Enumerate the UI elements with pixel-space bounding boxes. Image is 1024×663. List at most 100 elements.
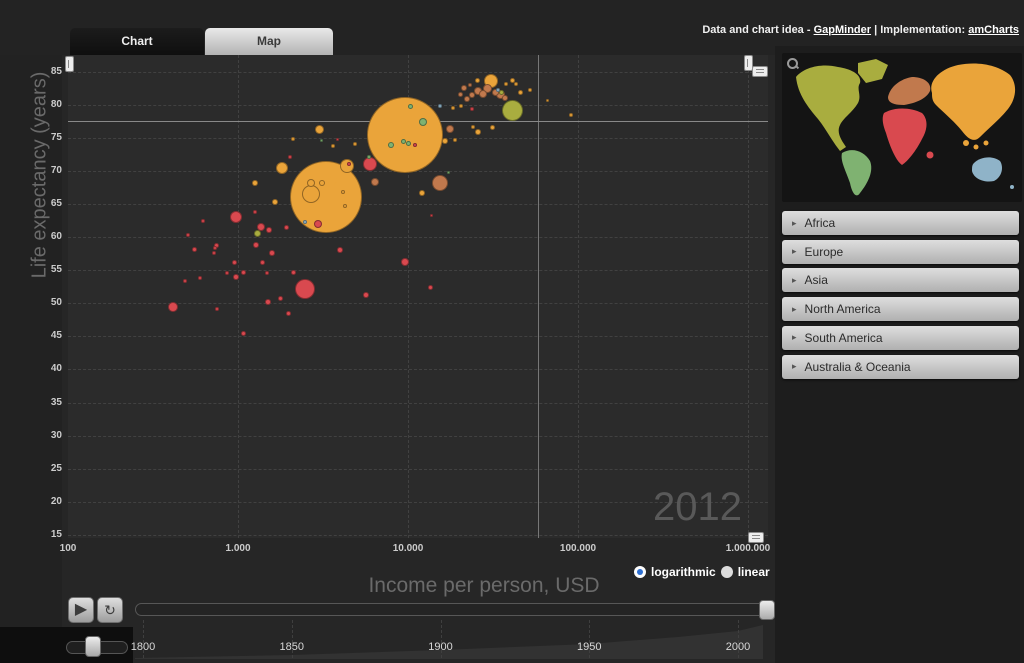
country-bubble-asia[interactable]	[289, 160, 362, 233]
map-greenland[interactable]	[858, 59, 888, 83]
country-bubble-asia[interactable]	[474, 77, 480, 83]
country-bubble-africa[interactable]	[214, 307, 219, 312]
country-bubble-africa[interactable]	[185, 233, 190, 238]
country-bubble-africa[interactable]	[256, 223, 265, 232]
country-bubble-south_america[interactable]	[405, 140, 411, 146]
tab-map[interactable]: Map	[205, 28, 333, 55]
country-bubble-africa[interactable]	[413, 143, 418, 148]
logarithmic-radio[interactable]	[634, 566, 646, 578]
country-bubble-africa[interactable]	[197, 276, 202, 281]
country-bubble-asia[interactable]	[458, 104, 463, 109]
country-bubble-south_america[interactable]	[418, 117, 427, 126]
scrollbar-grip-bottom-right[interactable]	[748, 532, 764, 543]
country-bubble-europe[interactable]	[468, 82, 473, 87]
country-bubble-africa[interactable]	[430, 214, 434, 218]
country-bubble-africa[interactable]	[336, 138, 340, 142]
year-slider-track[interactable]	[135, 603, 778, 616]
country-bubble-africa[interactable]	[192, 246, 198, 252]
country-bubble-africa[interactable]	[264, 270, 269, 275]
country-bubble-africa[interactable]	[241, 269, 247, 275]
country-bubble-africa[interactable]	[283, 224, 289, 230]
country-bubble-africa[interactable]	[336, 246, 343, 253]
country-bubble-south_america[interactable]	[387, 142, 394, 149]
country-bubble-asia[interactable]	[319, 179, 325, 186]
country-bubble-asia[interactable]	[489, 124, 495, 130]
country-bubble-asia[interactable]	[503, 82, 508, 87]
country-bubble-south_america[interactable]	[446, 170, 450, 174]
country-bubble-asia[interactable]	[569, 112, 574, 117]
country-bubble-north_america[interactable]	[499, 89, 505, 95]
map-indonesia-3[interactable]	[983, 140, 989, 146]
country-bubble-africa[interactable]	[278, 296, 284, 302]
country-bubble-asia[interactable]	[428, 133, 437, 142]
country-bubble-oceania[interactable]	[437, 104, 442, 109]
country-bubble-south_america[interactable]	[319, 139, 323, 143]
country-bubble-europe[interactable]	[458, 91, 464, 97]
country-bubble-africa[interactable]	[285, 310, 291, 316]
country-bubble-asia[interactable]	[353, 141, 358, 146]
accordion-item-north_america[interactable]: ▸ North America	[782, 297, 1019, 322]
country-bubble-asia[interactable]	[518, 89, 524, 95]
country-bubble-asia[interactable]	[271, 199, 278, 206]
country-bubble-asia[interactable]	[528, 88, 532, 93]
map-indonesia-2[interactable]	[973, 144, 979, 150]
country-bubble-europe[interactable]	[370, 178, 379, 187]
country-bubble-oceania[interactable]	[303, 219, 308, 224]
country-bubble-asia[interactable]	[315, 125, 325, 135]
country-bubble-asia[interactable]	[252, 179, 259, 186]
loop-button[interactable]: ↻	[97, 597, 123, 623]
country-bubble-oceania[interactable]	[495, 88, 500, 93]
country-bubble-asia[interactable]	[330, 143, 335, 148]
country-bubble-asia[interactable]	[514, 82, 519, 87]
country-bubble-africa[interactable]	[241, 331, 247, 337]
country-bubble-asia[interactable]	[341, 190, 346, 195]
country-bubble-asia[interactable]	[342, 204, 347, 209]
country-bubble-asia[interactable]	[419, 189, 426, 196]
country-bubble-africa[interactable]	[362, 291, 369, 298]
accordion-item-asia[interactable]: ▸ Asia	[782, 268, 1019, 293]
country-bubble-africa[interactable]	[211, 251, 216, 255]
accordion-item-europe[interactable]: ▸ Europe	[782, 239, 1019, 264]
country-bubble-south_america[interactable]	[400, 139, 406, 145]
country-bubble-europe[interactable]	[446, 125, 455, 134]
country-bubble-africa[interactable]	[470, 106, 475, 111]
country-bubble-africa[interactable]	[268, 250, 275, 256]
map-europe[interactable]	[888, 77, 931, 105]
country-bubble-asia[interactable]	[324, 187, 331, 194]
map-south-america[interactable]	[841, 150, 872, 196]
accordion-item-africa[interactable]: ▸ Africa	[782, 211, 1019, 235]
country-bubble-africa[interactable]	[264, 298, 271, 305]
country-bubble-africa[interactable]	[314, 219, 323, 228]
country-bubble-africa[interactable]	[232, 273, 239, 280]
country-bubble-africa[interactable]	[295, 278, 316, 299]
map-australia[interactable]	[972, 157, 1002, 182]
map-zoom-icon[interactable]	[787, 58, 800, 70]
country-bubble-africa[interactable]	[232, 260, 238, 266]
country-bubble-europe[interactable]	[478, 90, 487, 99]
map-africa[interactable]	[882, 108, 927, 166]
country-bubble-asia[interactable]	[546, 98, 550, 102]
logarithmic-radio-label[interactable]: logarithmic	[651, 565, 716, 579]
play-button[interactable]: ▶	[68, 597, 94, 623]
country-bubble-africa[interactable]	[265, 226, 272, 233]
country-bubble-asia[interactable]	[307, 178, 316, 187]
speed-slider-handle[interactable]	[85, 636, 101, 657]
country-bubble-africa[interactable]	[253, 242, 260, 249]
country-bubble-africa[interactable]	[287, 155, 292, 160]
linear-radio-label[interactable]: linear	[737, 565, 770, 579]
country-bubble-asia[interactable]	[276, 162, 289, 175]
country-bubble-europe[interactable]	[431, 174, 448, 191]
tab-chart[interactable]: Chart	[70, 28, 204, 55]
country-bubble-asia[interactable]	[328, 175, 338, 185]
map-indonesia-1[interactable]	[963, 140, 969, 146]
country-bubble-europe[interactable]	[460, 85, 467, 92]
scrollbar-grip-top-left[interactable]	[65, 56, 74, 72]
accordion-item-south_america[interactable]: ▸ South America	[782, 325, 1019, 350]
linear-radio[interactable]	[720, 566, 733, 578]
country-bubble-africa[interactable]	[200, 219, 205, 224]
gapminder-link[interactable]: GapMinder	[813, 24, 872, 36]
accordion-item-oceania[interactable]: ▸ Australia & Oceania	[782, 354, 1019, 379]
country-bubble-asia[interactable]	[291, 137, 296, 142]
country-bubble-europe[interactable]	[469, 91, 476, 98]
scrollbar-grip-top-right-horizontal[interactable]	[752, 66, 768, 77]
